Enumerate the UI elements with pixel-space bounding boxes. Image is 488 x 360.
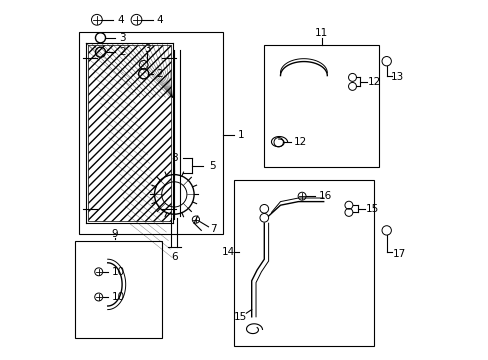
Bar	[88, 45, 170, 221]
Text: 10: 10	[112, 292, 125, 302]
Text: 1: 1	[237, 130, 244, 140]
Text: 8: 8	[171, 153, 177, 163]
Text: 5: 5	[208, 161, 215, 171]
Text: 4: 4	[156, 15, 163, 25]
Text: 3: 3	[143, 44, 150, 54]
Bar	[79, 32, 223, 234]
Text: 7: 7	[210, 224, 217, 234]
Text: 9: 9	[111, 229, 118, 239]
Text: 14: 14	[221, 247, 234, 257]
Text: 16: 16	[318, 191, 331, 201]
Text: 10: 10	[112, 267, 125, 277]
Text: 12: 12	[366, 77, 380, 87]
Bar	[233, 180, 373, 346]
Text: 2: 2	[156, 69, 163, 79]
Text: 15: 15	[365, 204, 378, 214]
Text: 13: 13	[390, 72, 403, 82]
Bar	[75, 241, 162, 338]
Text: 12: 12	[293, 137, 306, 147]
Text: 3: 3	[119, 33, 125, 43]
Text: 15: 15	[234, 312, 247, 322]
Text: 6: 6	[171, 252, 177, 262]
Bar	[264, 45, 379, 167]
Text: 17: 17	[392, 249, 405, 259]
Text: 2: 2	[119, 47, 125, 57]
Text: 11: 11	[315, 28, 328, 38]
Text: 4: 4	[117, 15, 123, 25]
